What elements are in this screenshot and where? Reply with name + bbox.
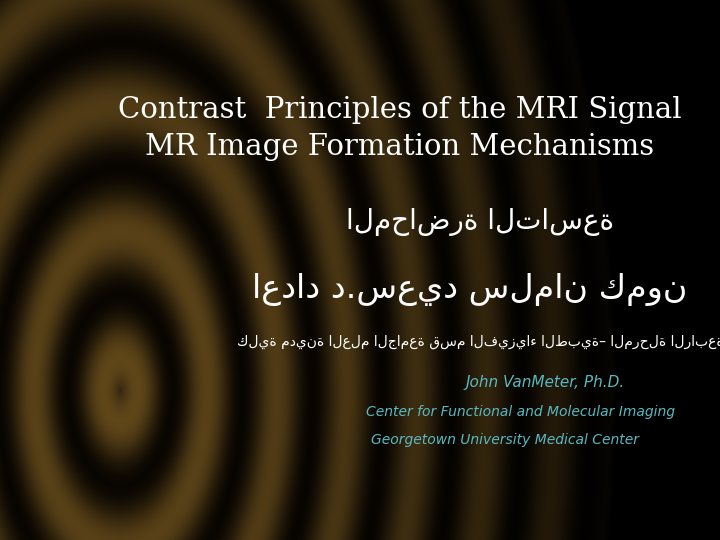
Text: John VanMeter, Ph.D.: John VanMeter, Ph.D. (465, 375, 625, 389)
Text: Contrast  Principles of the MRI Signal: Contrast Principles of the MRI Signal (118, 96, 682, 124)
Text: اعداد د.سعيد سلمان كمون: اعداد د.سعيد سلمان كمون (252, 273, 688, 307)
Text: كلية مدينة العلم الجامعة قسم الفيزياء الطبية– المرحلة الرابعة: كلية مدينة العلم الجامعة قسم الفيزياء ال… (237, 335, 720, 349)
Text: Center for Functional and Molecular Imaging: Center for Functional and Molecular Imag… (366, 405, 675, 419)
Text: MR Image Formation Mechanisms: MR Image Formation Mechanisms (145, 133, 654, 161)
Text: Georgetown University Medical Center: Georgetown University Medical Center (371, 433, 639, 447)
Text: المحاضرة التاسعة: المحاضرة التاسعة (346, 208, 614, 236)
